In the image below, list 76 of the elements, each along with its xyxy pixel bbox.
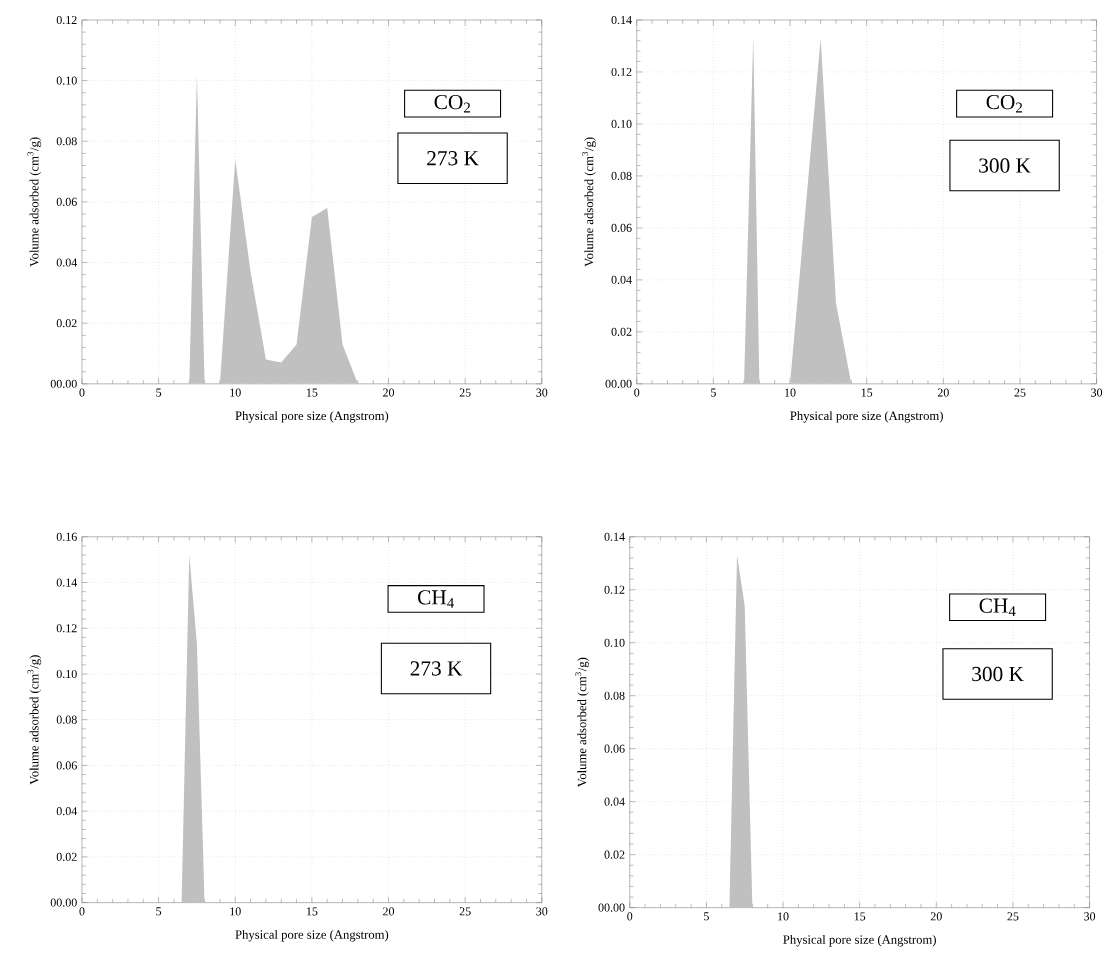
y-tick-label: 0.06 bbox=[56, 761, 77, 770]
x-tick-label: 25 bbox=[1014, 388, 1026, 397]
x-axis-title: Physical pore size (Angstrom) bbox=[783, 935, 936, 947]
annotation: 273 K bbox=[427, 151, 479, 166]
y-tick-label: 0.16 bbox=[56, 532, 77, 542]
y-tick-label: 0.02 bbox=[604, 850, 625, 859]
x-tick-label: 15 bbox=[306, 907, 318, 916]
y-tick-label: 0.02 bbox=[56, 319, 77, 328]
annotation: CO$_{2}$ bbox=[986, 95, 1022, 113]
x-tick-label: 30 bbox=[536, 907, 548, 916]
y-tick-label: 00.00 bbox=[50, 898, 77, 907]
x-tick-label: 10 bbox=[778, 912, 789, 921]
y-tick-label: 0.14 bbox=[56, 578, 78, 587]
x-tick-label: 0 bbox=[79, 907, 85, 916]
y-tick-label: 0.06 bbox=[611, 224, 632, 233]
y-tick-label: 0.08 bbox=[56, 137, 77, 146]
y-axis-title: Volume adsorbed (cm$^{3}$/g) bbox=[27, 655, 42, 785]
y-tick-label: 0.10 bbox=[611, 120, 632, 129]
x-tick-label: 20 bbox=[383, 907, 395, 916]
y-tick-label: 00.00 bbox=[605, 379, 632, 389]
x-tick-label: 30 bbox=[1091, 388, 1103, 397]
x-tick-label: 5 bbox=[704, 912, 709, 921]
y-axis-title: Volume adsorbed (cm$^{3}$/g) bbox=[582, 137, 596, 267]
y-tick-label: 0.12 bbox=[604, 585, 625, 595]
y-tick-label: 0.10 bbox=[56, 670, 77, 679]
x-tick-label: 15 bbox=[861, 388, 873, 397]
x-tick-label: 10 bbox=[230, 907, 241, 916]
y-tick-label: 0.12 bbox=[56, 16, 77, 25]
y-tick-label: 0.08 bbox=[611, 172, 632, 181]
y-tick-label: 0.06 bbox=[56, 198, 77, 207]
x-tick-label: 30 bbox=[1084, 912, 1096, 921]
y-tick-label: 0.04 bbox=[611, 275, 632, 285]
x-tick-label: 10 bbox=[785, 388, 796, 397]
y-tick-label: 0.14 bbox=[611, 16, 632, 25]
x-tick-label: 15 bbox=[854, 912, 866, 921]
x-tick-label: 5 bbox=[711, 388, 716, 397]
y-tick-label: 00.00 bbox=[50, 379, 77, 389]
x-tick-label: 0 bbox=[627, 912, 633, 921]
y-axis-title: Volume adsorbed (cm$^{3}$/g) bbox=[27, 137, 42, 267]
x-tick-label: 20 bbox=[937, 388, 949, 397]
x-tick-label: 25 bbox=[1007, 912, 1019, 921]
y-tick-label: 0.02 bbox=[611, 327, 632, 337]
y-tick-label: 0.06 bbox=[604, 744, 625, 753]
x-tick-label: 25 bbox=[459, 907, 471, 916]
x-axis-title: Physical pore size (Angstrom) bbox=[790, 411, 943, 423]
y-tick-label: 0.04 bbox=[56, 807, 78, 816]
y-tick-label: 0.04 bbox=[56, 258, 78, 267]
annotation: CO$_{2}$ bbox=[434, 95, 470, 113]
y-tick-label: 0.10 bbox=[56, 76, 77, 85]
x-tick-label: 10 bbox=[230, 388, 241, 397]
x-tick-label: 30 bbox=[536, 388, 548, 397]
x-tick-label: 20 bbox=[930, 912, 942, 921]
x-tick-label: 5 bbox=[156, 907, 162, 916]
annotation: CH$_{4}$ bbox=[418, 590, 455, 608]
x-tick-label: 15 bbox=[306, 388, 318, 397]
y-tick-label: 0.10 bbox=[604, 638, 625, 647]
annotation: 300 K bbox=[979, 158, 1031, 173]
y-tick-label: 0.12 bbox=[56, 624, 77, 633]
y-tick-label: 0.08 bbox=[604, 691, 625, 700]
y-tick-label: 0.02 bbox=[56, 853, 77, 862]
y-tick-label: 00.00 bbox=[598, 903, 625, 912]
y-tick-label: 0.14 bbox=[604, 532, 625, 542]
x-tick-label: 20 bbox=[383, 388, 395, 397]
annotation: 273 K bbox=[410, 661, 463, 676]
annotation: 300 K bbox=[972, 666, 1024, 682]
x-axis-title: Physical pore size (Angstrom) bbox=[235, 930, 389, 942]
x-tick-label: 25 bbox=[459, 388, 471, 397]
y-tick-label: 0.04 bbox=[604, 797, 625, 806]
x-tick-label: 0 bbox=[79, 388, 85, 397]
y-tick-label: 0.12 bbox=[611, 68, 632, 77]
x-tick-label: 5 bbox=[156, 388, 162, 397]
y-axis-title: Volume adsorbed (cm$^{3}$/g) bbox=[575, 657, 589, 788]
x-axis-title: Physical pore size (Angstrom) bbox=[235, 411, 389, 423]
annotation: CH$_{4}$ bbox=[979, 598, 1016, 617]
y-tick-label: 0.08 bbox=[56, 715, 77, 724]
x-tick-label: 0 bbox=[634, 388, 640, 397]
